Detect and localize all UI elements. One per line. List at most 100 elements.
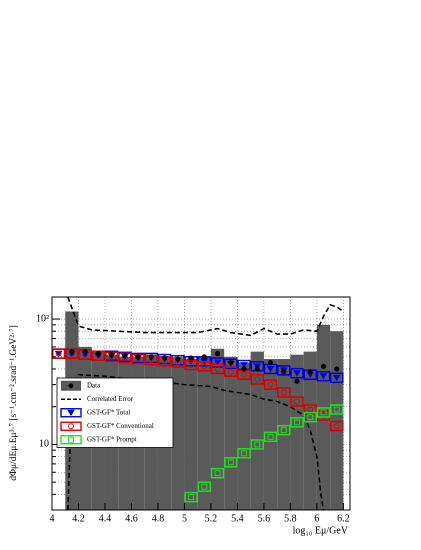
data-bar	[290, 354, 304, 510]
marker	[68, 423, 74, 430]
x-tick-label: 5.6	[258, 513, 271, 524]
x-axis-label: log₁₀ Eμ/GeV	[293, 525, 349, 536]
legend-label: GST-GF* Total	[87, 408, 130, 416]
marker	[253, 363, 262, 370]
legend-swatch	[60, 435, 82, 445]
syst-box	[290, 367, 304, 379]
marker	[294, 398, 300, 405]
correlated-error-line	[67, 296, 344, 337]
marker	[280, 389, 287, 396]
y-tick-label: 10²	[36, 313, 49, 324]
data-point	[188, 355, 194, 361]
y-tick-label: 10	[39, 439, 49, 450]
marker	[332, 374, 341, 382]
data-bar	[330, 331, 344, 510]
x-tick-label: 6	[314, 513, 319, 524]
y-axis-label: dΦμ/dEμ.Eμ³·⁷ [s⁻¹.cm⁻².srad⁻¹.GeV²·⁷]	[9, 325, 19, 480]
legend-swatch	[60, 421, 82, 431]
marker	[55, 350, 62, 357]
x-tick-label: 4.4	[99, 513, 112, 524]
marker	[320, 412, 327, 419]
syst-box	[210, 467, 225, 479]
data-point	[281, 369, 287, 375]
syst-box	[303, 411, 318, 423]
syst-box	[210, 357, 225, 368]
marker	[293, 370, 301, 377]
marker	[240, 362, 248, 369]
syst-box	[51, 348, 66, 359]
x-tick-label: 4	[50, 513, 55, 524]
marker	[213, 359, 222, 366]
marker	[319, 373, 328, 380]
marker	[201, 363, 208, 370]
data-point	[294, 378, 300, 384]
syst-box	[316, 407, 331, 418]
data-point	[320, 363, 327, 369]
marker	[333, 423, 340, 430]
marker	[188, 362, 195, 368]
data-point	[307, 369, 313, 375]
x-tick-label: 6.2	[337, 513, 350, 524]
syst-box	[330, 420, 344, 432]
marker	[201, 483, 208, 490]
marker	[68, 436, 74, 443]
syst-box	[184, 491, 198, 503]
marker	[267, 433, 274, 440]
data-point	[82, 349, 88, 355]
syst-box	[277, 387, 291, 398]
marker	[241, 450, 247, 457]
legend-label: Data	[87, 381, 101, 389]
marker	[254, 441, 261, 448]
data-point	[161, 355, 168, 361]
syst-box	[210, 363, 225, 375]
marker	[266, 366, 275, 373]
data-point	[69, 349, 75, 355]
plot-area: 4 4.2 4.4 4.6 4.8 5 5.2 5.4 5.6 5.8 6 6.2 10 10² Data C…	[36, 296, 351, 524]
marker	[280, 427, 287, 434]
marker	[333, 406, 340, 413]
x-tick-label: 5.2	[205, 513, 218, 524]
data-point	[214, 351, 221, 357]
data-bar	[171, 359, 185, 510]
syst-box	[330, 404, 344, 415]
syst-box	[290, 396, 304, 407]
syst-box	[184, 359, 198, 371]
data-bar	[210, 348, 225, 510]
legend-marker	[67, 409, 75, 417]
data-point	[241, 366, 247, 372]
x-tick-label: 4.8	[152, 513, 165, 524]
marker	[227, 368, 234, 375]
legend-swatch	[68, 383, 74, 389]
legend-label: Correlated Error	[87, 395, 134, 403]
data-point	[334, 366, 340, 372]
x-tick-label: 5	[182, 513, 187, 524]
marker	[67, 409, 75, 417]
syst-box	[303, 404, 318, 415]
syst-box	[290, 417, 304, 428]
marker	[307, 414, 314, 421]
data-point	[109, 352, 115, 358]
legend-label: GST-GF* Prompt	[87, 435, 137, 443]
syst-box	[197, 481, 212, 492]
data-bar	[224, 356, 238, 510]
marker	[294, 419, 300, 426]
legend-swatch	[60, 408, 82, 418]
x-tick-label: 4.2	[72, 513, 85, 524]
data-point	[267, 359, 274, 366]
marker	[188, 494, 195, 501]
syst-box	[224, 358, 238, 370]
syst-box	[277, 365, 291, 376]
data-point	[254, 366, 260, 372]
data-point	[228, 359, 234, 366]
data-point	[201, 354, 207, 360]
legend-marker	[68, 423, 74, 430]
syst-box	[277, 424, 291, 436]
data-bar	[197, 356, 211, 510]
data-point	[135, 354, 141, 360]
marker	[241, 371, 247, 378]
data-point	[175, 356, 181, 362]
syst-box	[316, 370, 331, 382]
x-tick-label: 4.6	[125, 513, 138, 524]
marker	[227, 459, 234, 466]
